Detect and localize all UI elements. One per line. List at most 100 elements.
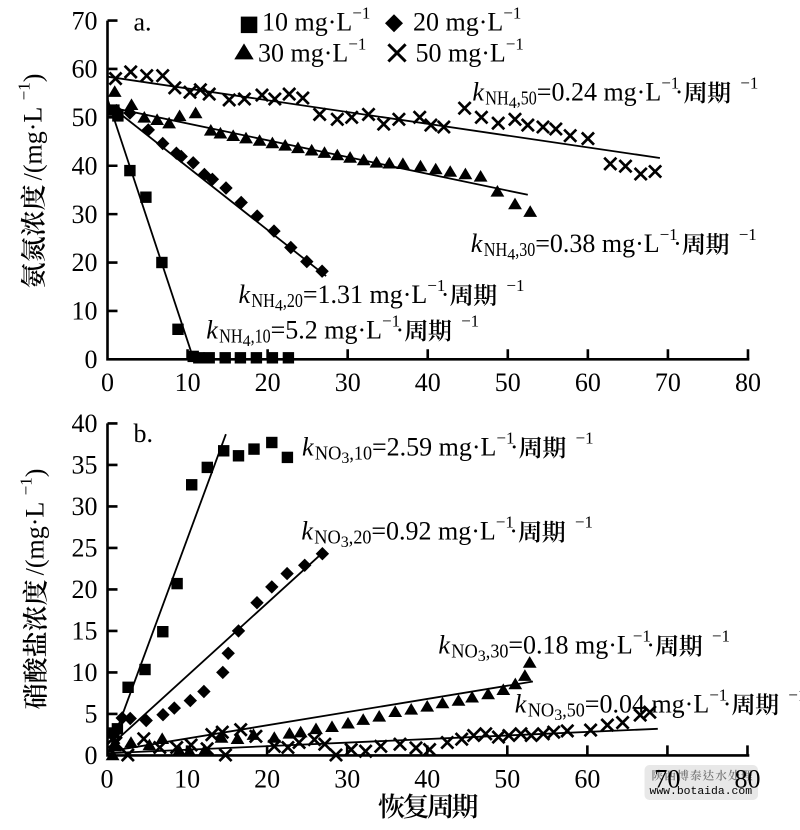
svg-text:a.: a. bbox=[134, 8, 152, 37]
svg-text:=0.04 mg·L: =0.04 mg·L bbox=[585, 689, 709, 718]
svg-text:): ) bbox=[19, 74, 48, 83]
svg-text:k: k bbox=[515, 689, 527, 718]
svg-text:10: 10 bbox=[174, 764, 200, 793]
svg-text:NH: NH bbox=[251, 290, 275, 312]
svg-text:10 mg·L: 10 mg·L bbox=[262, 7, 352, 36]
svg-text:NO: NO bbox=[315, 443, 342, 465]
svg-text:50: 50 bbox=[494, 764, 520, 793]
svg-text:−1: −1 bbox=[382, 312, 400, 331]
svg-text:−1: −1 bbox=[575, 513, 593, 532]
svg-text:NH: NH bbox=[485, 88, 509, 110]
svg-text:−1: −1 bbox=[788, 685, 800, 704]
svg-text:k: k bbox=[301, 517, 313, 546]
svg-text:20: 20 bbox=[72, 248, 98, 277]
svg-text:k: k bbox=[302, 433, 314, 462]
svg-text:,30: ,30 bbox=[515, 239, 535, 261]
svg-text:60: 60 bbox=[575, 368, 601, 397]
svg-text:·: · bbox=[673, 229, 682, 258]
svg-text:,10: ,10 bbox=[349, 443, 372, 465]
svg-text:,10: ,10 bbox=[251, 326, 271, 348]
svg-text:20: 20 bbox=[254, 764, 280, 793]
svg-text:=5.2 mg·L: =5.2 mg·L bbox=[271, 316, 382, 345]
svg-text:−1: −1 bbox=[576, 429, 594, 448]
svg-text:=0.38 mg·L: =0.38 mg·L bbox=[535, 229, 659, 258]
svg-text:25: 25 bbox=[72, 534, 98, 563]
svg-text:−1: −1 bbox=[496, 513, 514, 532]
svg-text:−1: −1 bbox=[712, 627, 730, 646]
svg-text:,30: ,30 bbox=[486, 641, 509, 663]
svg-text:3: 3 bbox=[341, 450, 349, 467]
svg-text:50: 50 bbox=[495, 368, 521, 397]
svg-text:20 mg·L: 20 mg·L bbox=[413, 7, 503, 36]
svg-text:−1: −1 bbox=[503, 3, 521, 22]
svg-text:30: 30 bbox=[335, 368, 361, 397]
svg-text:·: · bbox=[675, 78, 684, 107]
svg-text:NH: NH bbox=[219, 326, 243, 348]
svg-text:4: 4 bbox=[243, 333, 251, 350]
svg-text:70: 70 bbox=[655, 368, 681, 397]
svg-text:,50: ,50 bbox=[517, 88, 537, 110]
svg-text:−1: −1 bbox=[506, 35, 524, 54]
svg-text:−1: −1 bbox=[633, 627, 651, 646]
svg-text:−1: −1 bbox=[496, 429, 514, 448]
svg-text:=0.18 mg·L: =0.18 mg·L bbox=[508, 631, 632, 660]
svg-text:0: 0 bbox=[85, 741, 98, 770]
svg-text:·: · bbox=[396, 316, 405, 345]
svg-text:30: 30 bbox=[72, 200, 98, 229]
svg-text:): ) bbox=[21, 469, 50, 478]
svg-text:k: k bbox=[239, 280, 251, 309]
svg-text:40: 40 bbox=[72, 151, 98, 180]
svg-text:·: · bbox=[441, 280, 450, 309]
svg-text:−1: −1 bbox=[461, 312, 479, 331]
svg-text:NH: NH bbox=[484, 239, 508, 261]
svg-text:k: k bbox=[438, 631, 450, 660]
svg-text:10: 10 bbox=[175, 368, 201, 397]
svg-text:50 mg·L: 50 mg·L bbox=[416, 39, 506, 68]
svg-text:−1: −1 bbox=[740, 74, 758, 93]
svg-text:0: 0 bbox=[85, 345, 98, 374]
svg-text:,20: ,20 bbox=[349, 527, 372, 549]
svg-text:20: 20 bbox=[255, 368, 281, 397]
svg-text:−1: −1 bbox=[660, 225, 678, 244]
svg-text:www.botaida.com: www.botaida.com bbox=[650, 786, 753, 798]
svg-text:80: 80 bbox=[735, 764, 761, 793]
svg-text:30: 30 bbox=[334, 764, 360, 793]
svg-text:4: 4 bbox=[275, 298, 283, 315]
svg-text:50: 50 bbox=[72, 103, 98, 132]
svg-text:−1: −1 bbox=[17, 477, 36, 495]
svg-text:4: 4 bbox=[507, 247, 515, 264]
svg-text:0: 0 bbox=[101, 368, 114, 397]
svg-text:35: 35 bbox=[72, 451, 98, 480]
svg-text:0: 0 bbox=[101, 764, 114, 793]
svg-text:NO: NO bbox=[528, 699, 555, 721]
svg-text:k: k bbox=[472, 78, 484, 107]
svg-text:/(mg·L: /(mg·L bbox=[21, 502, 50, 576]
svg-text:60: 60 bbox=[574, 764, 600, 793]
svg-text:−1: −1 bbox=[739, 225, 757, 244]
svg-text:k: k bbox=[471, 229, 483, 258]
svg-text:70: 70 bbox=[72, 6, 98, 35]
svg-text:,50: ,50 bbox=[562, 699, 585, 721]
svg-text:−1: −1 bbox=[709, 685, 727, 704]
svg-text:NO: NO bbox=[314, 527, 341, 549]
svg-text:,20: ,20 bbox=[283, 290, 303, 312]
svg-text:3: 3 bbox=[478, 648, 486, 665]
svg-text:40: 40 bbox=[414, 764, 440, 793]
svg-text:40: 40 bbox=[72, 409, 98, 438]
svg-text:=0.24 mg·L: =0.24 mg·L bbox=[537, 78, 661, 107]
svg-text:−1: −1 bbox=[348, 35, 366, 54]
svg-text:15: 15 bbox=[72, 617, 98, 646]
svg-text:5: 5 bbox=[85, 700, 98, 729]
svg-text:−1: −1 bbox=[506, 276, 524, 295]
svg-text:4: 4 bbox=[509, 95, 517, 112]
svg-text:·: · bbox=[723, 689, 732, 718]
svg-text:80: 80 bbox=[735, 368, 761, 397]
svg-text:·: · bbox=[510, 433, 519, 462]
svg-text:−1: −1 bbox=[427, 276, 445, 295]
svg-text:70: 70 bbox=[654, 764, 680, 793]
svg-text:NO: NO bbox=[451, 641, 478, 663]
svg-text:/(mg·L: /(mg·L bbox=[19, 107, 48, 181]
svg-text:60: 60 bbox=[72, 55, 98, 84]
svg-text:10: 10 bbox=[72, 658, 98, 687]
svg-text:3: 3 bbox=[554, 707, 562, 724]
